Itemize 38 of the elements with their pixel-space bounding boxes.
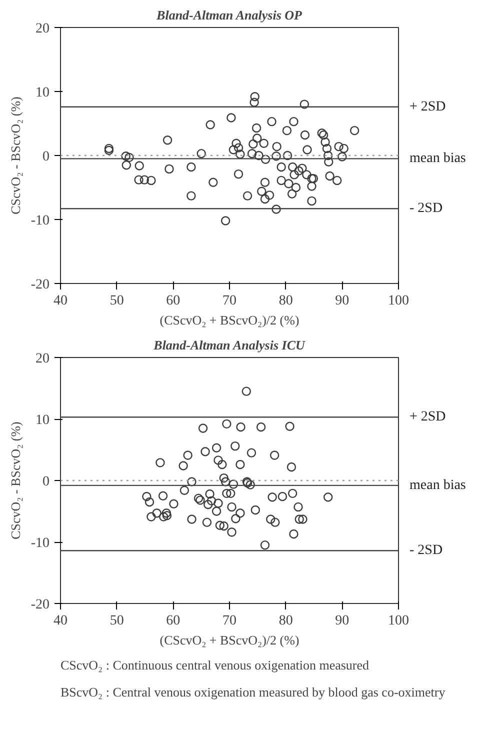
x-axis-title: (CScvO₂ + BScvO₂)/2 (%) bbox=[160, 312, 300, 328]
ref-line-label: + 2SD bbox=[410, 410, 446, 425]
text: CScvO₂ : Continuous central venous oxigenation measured bbox=[60, 658, 370, 672]
x-tick-label: 80 bbox=[278, 294, 293, 308]
x-tick-label: 70 bbox=[222, 614, 236, 628]
x-tick-label: 50 bbox=[110, 614, 124, 628]
y-tick-label: 20 bbox=[36, 22, 50, 36]
chart-title: Bland-Altman Analysis ICU bbox=[152, 338, 306, 352]
ref-line-label: mean bias bbox=[410, 478, 466, 493]
ref-line-label: + 2SD bbox=[410, 99, 446, 114]
x-axis-title: (CScvO₂ + BScvO₂)/2 (%) bbox=[160, 632, 300, 648]
y-tick-label: 10 bbox=[36, 413, 50, 428]
chart-title: Bland-Altman Analysis OP bbox=[156, 8, 304, 22]
y-tick-label: 0 bbox=[42, 474, 50, 490]
x-tick-label: 90 bbox=[335, 614, 350, 628]
y-tick-label: -10 bbox=[30, 536, 50, 551]
y-tick-label: 20 bbox=[36, 352, 50, 366]
y-tick-label: -20 bbox=[30, 598, 50, 612]
x-tick-label: 90 bbox=[335, 294, 350, 308]
y-tick-label: 10 bbox=[36, 86, 50, 100]
y-tick-label: -10 bbox=[30, 214, 50, 228]
ref-line-label: mean bias bbox=[410, 151, 466, 166]
x-tick-label: 60 bbox=[166, 294, 180, 308]
x-tick-label: 40 bbox=[54, 614, 68, 628]
x-tick-label: 40 bbox=[54, 294, 68, 308]
y-tick-label: -20 bbox=[30, 278, 50, 292]
y-axis-title: CScvO₂ - BScvO₂ (%) bbox=[8, 422, 23, 540]
text: BScvO₂ : Central venous oxigenation measured by blood gas co-oximetry bbox=[60, 684, 446, 700]
x-tick-label: 70 bbox=[222, 294, 236, 308]
x-tick-label: 60 bbox=[166, 614, 180, 628]
x-tick-label: 50 bbox=[110, 294, 124, 308]
ref-line-label: - 2SD bbox=[410, 201, 443, 216]
x-tick-label: 100 bbox=[388, 614, 409, 628]
y-axis-title: CScvO₂ - BScvO₂ (%) bbox=[8, 96, 23, 214]
x-tick-label: 100 bbox=[388, 294, 409, 308]
ref-line-label: - 2SD bbox=[410, 543, 443, 558]
y-tick-label: 0 bbox=[42, 150, 50, 164]
x-tick-label: 80 bbox=[278, 614, 293, 628]
